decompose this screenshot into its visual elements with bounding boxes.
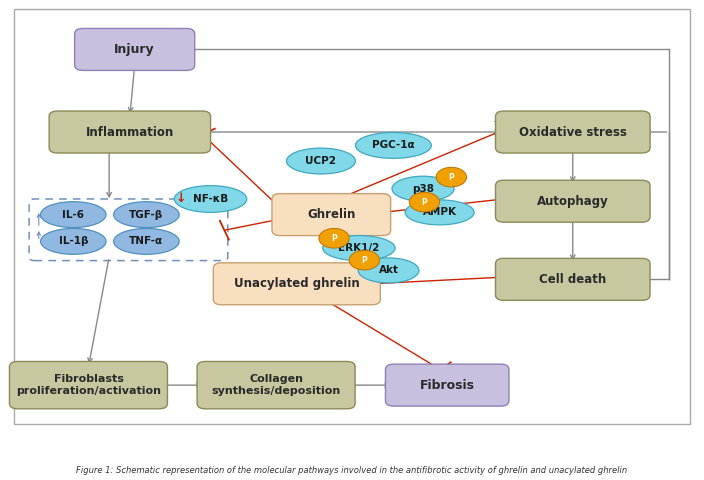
- FancyBboxPatch shape: [496, 258, 650, 300]
- Ellipse shape: [113, 202, 180, 228]
- Text: P: P: [448, 173, 454, 181]
- Text: Collagen
synthesis/deposition: Collagen synthesis/deposition: [211, 374, 341, 396]
- Ellipse shape: [405, 200, 474, 225]
- Text: IL-1β: IL-1β: [58, 236, 88, 246]
- Circle shape: [436, 168, 467, 187]
- Text: AMPK: AMPK: [422, 207, 457, 217]
- Circle shape: [409, 192, 439, 212]
- Text: ↓: ↓: [176, 192, 186, 205]
- Text: NF-κB: NF-κB: [193, 194, 228, 204]
- Text: IL-6: IL-6: [62, 210, 84, 220]
- Ellipse shape: [358, 258, 419, 283]
- FancyBboxPatch shape: [49, 111, 210, 153]
- FancyBboxPatch shape: [197, 361, 355, 409]
- Text: ERK1/2: ERK1/2: [338, 243, 379, 253]
- Text: Inflammation: Inflammation: [86, 126, 174, 139]
- Text: Unacylated ghrelin: Unacylated ghrelin: [234, 277, 360, 290]
- Text: PGC-1α: PGC-1α: [372, 141, 415, 150]
- Text: Injury: Injury: [114, 43, 155, 56]
- Text: UCP2: UCP2: [306, 156, 337, 166]
- Text: Fibroblasts
proliferation/activation: Fibroblasts proliferation/activation: [16, 374, 161, 396]
- Ellipse shape: [41, 228, 106, 254]
- Text: Ghrelin: Ghrelin: [307, 208, 356, 221]
- FancyBboxPatch shape: [272, 193, 391, 236]
- FancyBboxPatch shape: [496, 111, 650, 153]
- Text: p38: p38: [412, 184, 434, 194]
- FancyBboxPatch shape: [496, 180, 650, 222]
- Text: Cell death: Cell death: [539, 273, 606, 286]
- Text: Oxidative stress: Oxidative stress: [519, 126, 627, 139]
- FancyBboxPatch shape: [75, 28, 195, 71]
- FancyBboxPatch shape: [386, 364, 509, 406]
- Circle shape: [319, 228, 349, 248]
- Ellipse shape: [392, 176, 454, 201]
- Ellipse shape: [322, 236, 395, 261]
- Text: Figure 1: Schematic representation of the molecular pathways involved in the ant: Figure 1: Schematic representation of th…: [77, 466, 627, 475]
- Text: Fibrosis: Fibrosis: [420, 379, 474, 392]
- Text: TGF-β: TGF-β: [130, 210, 163, 220]
- Ellipse shape: [356, 132, 432, 158]
- Text: TNF-α: TNF-α: [130, 236, 163, 246]
- FancyBboxPatch shape: [213, 263, 380, 305]
- Text: Akt: Akt: [379, 265, 398, 276]
- Ellipse shape: [175, 186, 247, 212]
- Text: P: P: [362, 256, 367, 264]
- Text: P: P: [422, 198, 427, 206]
- Text: P: P: [331, 234, 337, 243]
- Text: Autophagy: Autophagy: [537, 195, 609, 208]
- Circle shape: [349, 251, 379, 270]
- Ellipse shape: [287, 148, 356, 174]
- Ellipse shape: [41, 202, 106, 228]
- FancyBboxPatch shape: [9, 361, 168, 409]
- Ellipse shape: [113, 228, 180, 254]
